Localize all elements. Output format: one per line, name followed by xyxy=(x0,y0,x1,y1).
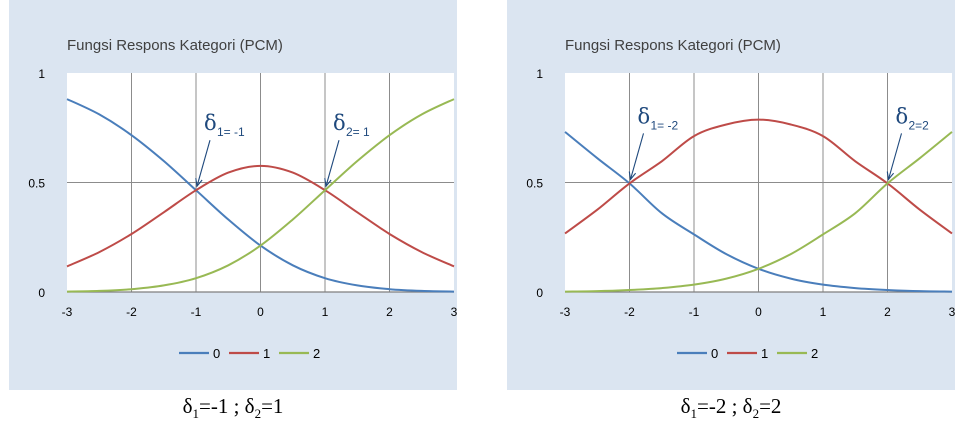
delta-label-1: δ xyxy=(204,111,217,135)
legend-label-0: 0 xyxy=(711,346,718,361)
x-tick-label: 2 xyxy=(386,305,393,319)
caption-right-d2-value: =2 xyxy=(759,394,782,418)
y-tick-label: 1 xyxy=(38,67,45,81)
caption-left-d1-symbol: δ xyxy=(182,394,193,418)
annotation-arrow-line xyxy=(887,133,903,180)
chart-panel-right: Fungsi Respons Kategori (PCM) -3 -2 -1 0 1 2 3 0… xyxy=(507,0,955,390)
x-tick-label: 1 xyxy=(322,305,329,319)
legend-label-1: 1 xyxy=(761,346,768,361)
caption-right-d1-sub: 1 xyxy=(690,406,697,422)
legend-label-0: 0 xyxy=(213,346,220,361)
caption-left-d2-value: =1 xyxy=(261,394,284,418)
annotation-arrow-head xyxy=(628,171,637,181)
x-tick-label: -1 xyxy=(191,305,202,319)
y-tick-label: 0 xyxy=(536,286,543,300)
x-tick-label: 0 xyxy=(257,305,264,319)
annotation-arrow-head xyxy=(324,178,332,188)
delta-subscript-2: 2= 1 xyxy=(346,125,370,139)
caption-right-d2-symbol: δ xyxy=(742,394,753,418)
series-line-2 xyxy=(564,131,953,293)
y-tick-label: 0.5 xyxy=(526,177,543,191)
legend-label-2: 2 xyxy=(811,346,818,361)
caption-right-d2-sub: 2 xyxy=(752,406,760,422)
x-tick-label: -3 xyxy=(560,305,571,319)
caption-right-d1-value: =-2 ; xyxy=(696,394,743,418)
chart-panel-left: Fungsi Respons Kategori (PCM) -3 -2 -1 0 1 2 3 0… xyxy=(9,0,457,390)
x-tick-label: 1 xyxy=(820,305,827,319)
annotation-arrow-line xyxy=(196,140,211,187)
x-tick-label: -2 xyxy=(126,305,137,319)
y-tick-label: 1 xyxy=(536,67,543,81)
delta-subscript-2: 2=2 xyxy=(909,118,930,132)
legend-label-1: 1 xyxy=(263,346,270,361)
delta-subscript-1: 1= -2 xyxy=(651,118,679,132)
chart-title: Fungsi Respons Kategori (PCM) xyxy=(565,37,781,54)
caption-left-d2-sub: 2 xyxy=(254,406,262,422)
x-tick-label: 0 xyxy=(755,305,762,319)
delta-subscript-1: 1= -1 xyxy=(217,125,245,139)
annotation-arrow-line xyxy=(325,140,340,187)
chart-right: Fungsi Respons Kategori (PCM) -3 -2 -1 0 1 2 3 0… xyxy=(507,0,955,390)
legend-label-2: 2 xyxy=(313,346,320,361)
y-tick-label: 0.5 xyxy=(28,177,45,191)
caption-left-d2-symbol: δ xyxy=(244,394,255,418)
delta-label-2: δ xyxy=(333,111,346,135)
caption-left-d1-value: =-1 ; xyxy=(198,394,245,418)
caption-right-d1-symbol: δ xyxy=(680,394,691,418)
x-tick-label: -1 xyxy=(689,305,700,319)
annotation-arrow-line xyxy=(629,133,645,180)
delta-label-1: δ xyxy=(638,104,651,128)
annotation-arrow-head xyxy=(886,171,895,181)
chart-title: Fungsi Respons Kategori (PCM) xyxy=(67,37,283,54)
x-tick-label: 3 xyxy=(949,305,955,319)
chart-left: Fungsi Respons Kategori (PCM) -3 -2 -1 0 1 2 3 0… xyxy=(9,0,457,390)
series-line-1 xyxy=(66,164,455,268)
y-tick-label: 0 xyxy=(38,286,45,300)
caption-left: δ1=-1 ; δ2=1 xyxy=(9,394,457,422)
x-tick-label: -2 xyxy=(624,305,635,319)
x-tick-label: -3 xyxy=(62,305,73,319)
x-tick-label: 3 xyxy=(451,305,457,319)
x-tick-label: 2 xyxy=(884,305,891,319)
caption-right: δ1=-2 ; δ2=2 xyxy=(507,394,955,422)
annotation-arrow-head xyxy=(195,178,203,188)
delta-label-2: δ xyxy=(896,104,909,128)
caption-left-d1-sub: 1 xyxy=(192,406,199,422)
series-line-2 xyxy=(66,98,455,293)
